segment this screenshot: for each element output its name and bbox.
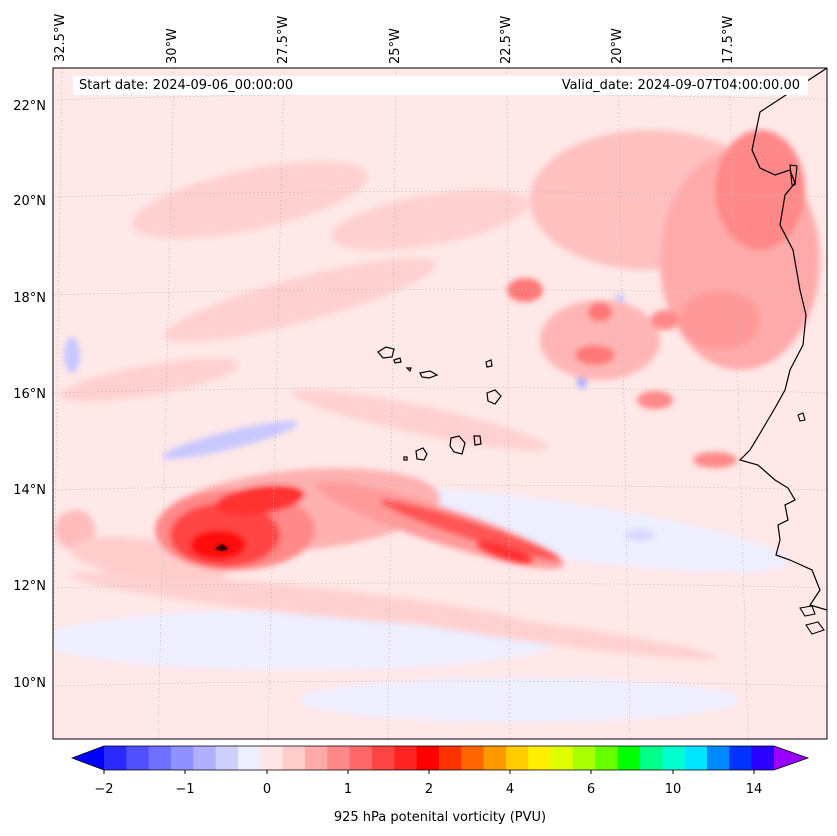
cb-tick-neg1: −1 bbox=[175, 782, 195, 797]
lon-label-17-5w: 17.5°W bbox=[721, 15, 736, 64]
colorbar-segment bbox=[528, 746, 552, 770]
vortex-core bbox=[215, 544, 228, 551]
colorbar-segment bbox=[640, 746, 663, 770]
colorbar-segment bbox=[483, 746, 507, 770]
colorbar-extend-high bbox=[774, 746, 808, 770]
cb-tick-0: 0 bbox=[262, 782, 272, 797]
lat-label-20n: 20°N bbox=[13, 194, 46, 209]
colorbar-segment bbox=[171, 746, 194, 770]
cape-verde-islands bbox=[377, 346, 502, 461]
colorbar-segment bbox=[707, 746, 730, 770]
cb-tick-14: 14 bbox=[745, 782, 763, 797]
colorbar-segment bbox=[684, 746, 708, 770]
colorbar bbox=[70, 745, 810, 774]
cb-tick-neg2: −2 bbox=[94, 782, 114, 797]
lon-label-22-5w: 22.5°W bbox=[499, 15, 514, 64]
colorbar-segment bbox=[215, 746, 239, 770]
colorbar-segment bbox=[550, 746, 574, 770]
colorbar-segment bbox=[439, 746, 462, 770]
lat-label-10n: 10°N bbox=[13, 676, 46, 691]
colorbar-segment bbox=[282, 746, 306, 770]
colorbar-segment bbox=[461, 746, 485, 770]
colorbar-segment bbox=[394, 746, 418, 770]
colorbar-outline bbox=[70, 745, 810, 771]
coastline-islands bbox=[789, 164, 825, 635]
positive-vorticity-field bbox=[55, 130, 820, 660]
colorbar-extend-low bbox=[72, 746, 104, 770]
colorbar-segment bbox=[126, 746, 150, 770]
lat-label-16n: 16°N bbox=[13, 387, 46, 402]
lat-label-22n: 22°N bbox=[13, 99, 46, 114]
lon-label-25w: 25°W bbox=[388, 28, 403, 64]
cb-tick-2: 2 bbox=[424, 782, 434, 797]
colorbar-title: 925 hPa potenital vorticity (PVU) bbox=[333, 810, 547, 825]
colorbar-segment bbox=[662, 746, 686, 770]
cb-tick-4: 4 bbox=[505, 782, 515, 797]
colorbar-segment bbox=[573, 746, 596, 770]
lon-label-27-5w: 27.5°W bbox=[276, 15, 291, 64]
colorbar-segment bbox=[238, 746, 261, 770]
lon-label-30w: 30°W bbox=[165, 28, 180, 64]
colorbar-segment bbox=[729, 746, 753, 770]
colorbar-segment bbox=[751, 746, 775, 770]
colorbar-segment bbox=[148, 746, 172, 770]
lat-label-18n: 18°N bbox=[13, 291, 46, 306]
colorbar-segment bbox=[260, 746, 284, 770]
lat-label-14n: 14°N bbox=[13, 483, 46, 498]
cb-tick-1: 1 bbox=[343, 782, 353, 797]
colorbar-segment bbox=[416, 746, 440, 770]
start-date: Start date: 2024-09-06_00:00:00 bbox=[79, 78, 294, 93]
colorbar-segment bbox=[595, 746, 619, 770]
colorbar-segment bbox=[305, 746, 328, 770]
colorbar-segment bbox=[617, 746, 641, 770]
colorbar-segment bbox=[372, 746, 395, 770]
colorbar-segment bbox=[506, 746, 529, 770]
map-frame bbox=[52, 67, 828, 740]
african-coastline bbox=[738, 68, 827, 611]
colorbar-segment bbox=[327, 746, 351, 770]
lat-label-12n: 12°N bbox=[13, 579, 46, 594]
lon-label-32-5w: 32.5°W bbox=[53, 13, 68, 62]
colorbar-segment bbox=[349, 746, 373, 770]
cb-tick-10: 10 bbox=[664, 782, 682, 797]
colorbar-segment bbox=[193, 746, 217, 770]
valid-date: Valid_date: 2024-09-07T04:00:00.00 bbox=[561, 78, 800, 93]
vortex-band bbox=[155, 468, 564, 570]
date-info-box: Start date: 2024-09-06_00:00:00 Valid_da… bbox=[73, 76, 808, 95]
cb-tick-6: 6 bbox=[586, 782, 596, 797]
colorbar-segment bbox=[104, 746, 127, 770]
lon-label-20w: 20°W bbox=[610, 28, 625, 64]
